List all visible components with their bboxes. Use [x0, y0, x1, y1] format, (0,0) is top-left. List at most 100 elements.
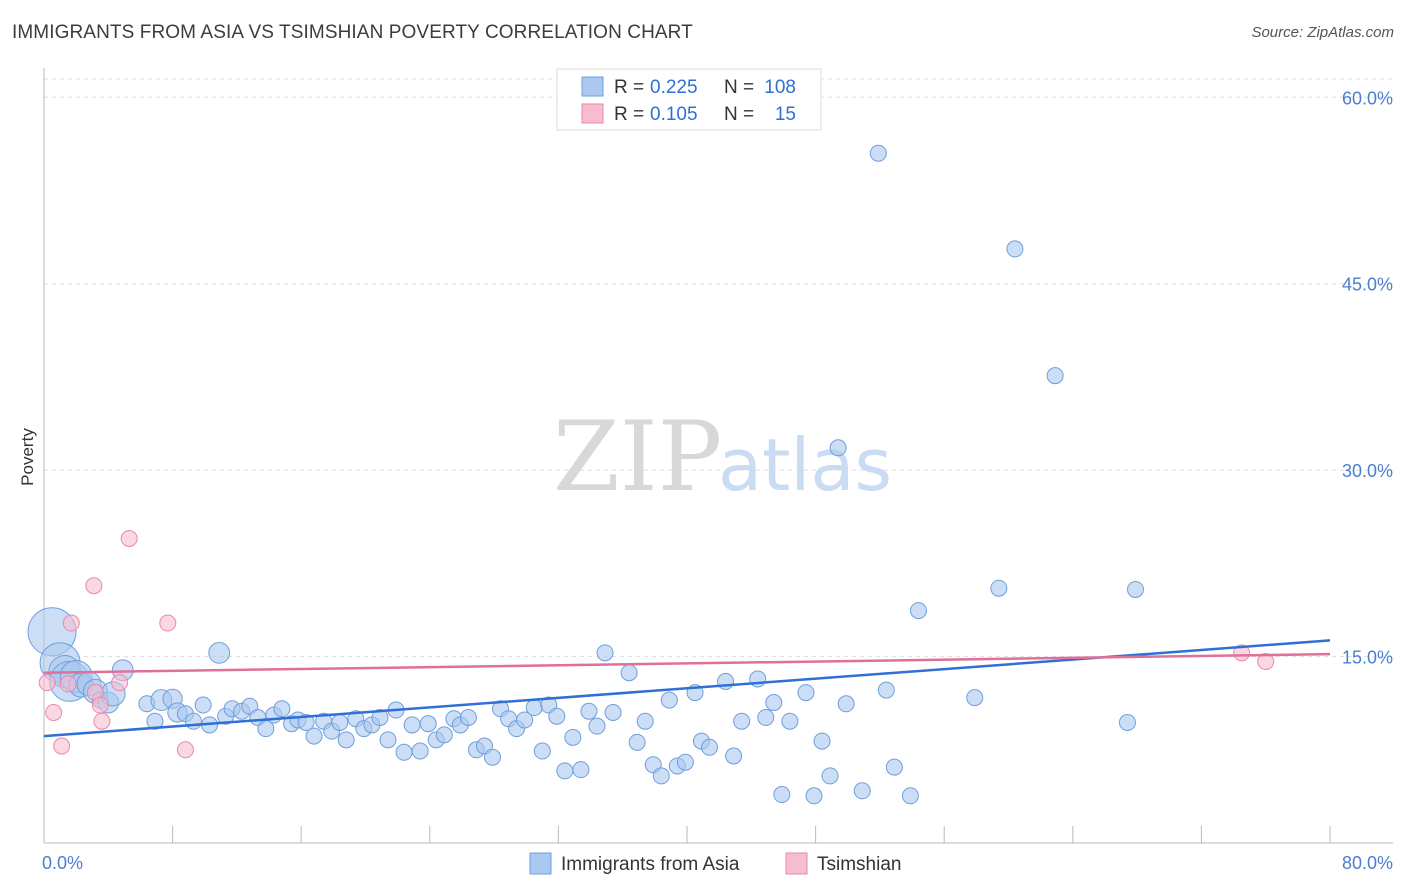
asia-point-63: [548, 707, 566, 725]
asia-point-64: [556, 762, 574, 780]
y-axis-label: Poverty: [18, 428, 37, 486]
asia-point-84: [733, 712, 751, 730]
asia-point-73: [636, 712, 654, 730]
asia-point-37: [337, 731, 355, 749]
asia-point-41: [371, 708, 389, 726]
asia-point-92: [813, 732, 831, 750]
legend-r-label-tsimshian: R =: [614, 104, 644, 125]
asia-point-66: [572, 761, 590, 779]
asia-point-93: [821, 767, 839, 785]
watermark: ZIP atlas: [553, 401, 892, 513]
asia-point-68: [588, 717, 606, 735]
y-tick-label-30: 30.0%: [1342, 461, 1393, 481]
x-tick-label-min: 0.0%: [42, 853, 83, 873]
tsimshian-point-4: [62, 614, 80, 632]
asia-point-21: [208, 641, 231, 664]
tsimshian-point-14: [1257, 653, 1275, 671]
asia-point-90: [797, 684, 815, 702]
grid-lines: [44, 78, 1393, 658]
tsimshian-point-3: [59, 675, 77, 693]
axes: [43, 68, 1393, 844]
tsimshian-point-9: [111, 674, 129, 692]
asia-point-13: [146, 712, 164, 730]
legend-n-value-tsimshian: 15: [775, 104, 796, 125]
asia-point-45: [403, 716, 421, 734]
legend-swatch-tsimshian: [581, 103, 604, 124]
asia-point-97: [869, 144, 887, 162]
bottom-legend-label-asia: Immigrants from Asia: [561, 854, 740, 875]
x-tick-label-max: 80.0%: [1342, 853, 1393, 873]
bottom-legend-label-tsimshian: Tsimshian: [817, 854, 901, 875]
asia-point-55: [483, 748, 501, 766]
asia-point-89: [781, 712, 799, 730]
asia-point-107: [1126, 580, 1144, 598]
asia-point-76: [660, 691, 678, 709]
source-label: Source: ZipAtlas.com: [1251, 24, 1394, 41]
asia-point-19: [194, 696, 212, 714]
asia-point-36: [331, 713, 349, 731]
asia-point-33: [305, 727, 323, 745]
y-tick-label-60: 60.0%: [1342, 88, 1393, 108]
asia-point-105: [1046, 367, 1064, 385]
correlation-legend: R = 0.225 N = 108 R = 0.105 N = 15: [556, 68, 822, 131]
trend-lines: [43, 639, 1331, 738]
asia-point-102: [966, 689, 984, 707]
asia-point-69: [596, 644, 614, 662]
asia-point-67: [580, 702, 598, 720]
tsimshian-point-2: [53, 737, 71, 755]
legend-r-value-tsimshian: 0.105: [650, 104, 698, 125]
asia-point-60: [525, 699, 543, 717]
asia-point-59: [516, 711, 534, 729]
bottom-legend-swatch-asia: [529, 852, 552, 875]
chart-title: IMMIGRANTS FROM ASIA VS TSIMSHIAN POVERT…: [12, 22, 693, 43]
tsimshian-point-8: [93, 712, 111, 730]
tsimshian-point-13: [1233, 644, 1251, 662]
asia-point-94: [829, 439, 847, 457]
y-tick-label-45: 45.0%: [1342, 275, 1393, 295]
asia-point-86: [757, 708, 775, 726]
legend-n-label-asia: N =: [724, 77, 754, 98]
asia-point-32: [297, 713, 315, 731]
tsimshian-point-10: [120, 530, 138, 547]
asia-point-96: [853, 782, 871, 800]
series-legend: Immigrants from Asia Tsimshian: [529, 852, 901, 875]
tsimshian-point-12: [176, 741, 194, 759]
tsimshian-point-0: [38, 674, 56, 692]
asia-point-61: [533, 742, 551, 760]
asia-point-70: [604, 704, 622, 721]
asia-point-81: [701, 738, 719, 756]
asia-point-98: [877, 681, 895, 699]
asia-point-29: [273, 700, 291, 718]
asia-point-71: [620, 664, 638, 682]
asia-point-44: [395, 743, 413, 761]
asia-point-65: [564, 728, 582, 746]
asia-point-72: [628, 733, 646, 751]
asia-point-78: [676, 753, 694, 771]
asia-point-83: [725, 747, 743, 765]
tick-labels: 15.0% 30.0% 45.0% 60.0% 0.0% 80.0%: [42, 88, 1393, 873]
legend-swatch-asia: [581, 76, 604, 97]
asia-point-91: [805, 787, 823, 805]
tsimshian-point-7: [91, 696, 109, 714]
asia-point-87: [765, 694, 783, 712]
asia-point-99: [885, 758, 903, 776]
asia-point-95: [837, 695, 855, 713]
bottom-legend-swatch-tsimshian: [785, 852, 808, 875]
asia-point-101: [909, 602, 927, 620]
asia-point-104: [1006, 240, 1024, 258]
asia-point-18: [184, 712, 202, 730]
watermark-atlas: atlas: [718, 423, 892, 507]
series-tsimshian: [38, 530, 1275, 759]
asia-point-42: [379, 731, 397, 749]
tsimshian-point-5: [85, 577, 103, 595]
asia-point-100: [901, 787, 919, 805]
asia-point-75: [652, 767, 670, 785]
asia-point-47: [419, 715, 437, 733]
asia-point-88: [773, 786, 791, 804]
tsimshian-point-1: [45, 704, 63, 721]
asia-point-52: [459, 708, 477, 726]
legend-r-value-asia: 0.225: [650, 77, 698, 98]
legend-n-value-asia: 108: [764, 77, 796, 98]
asia-point-49: [435, 726, 453, 744]
